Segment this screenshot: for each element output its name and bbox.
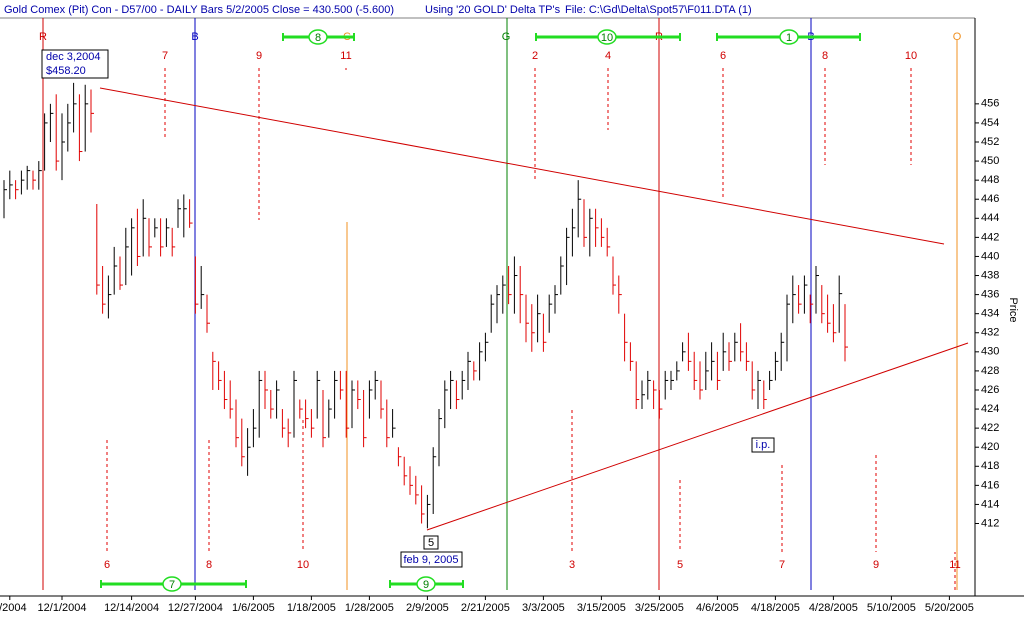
y-tick-label: 414: [981, 498, 999, 510]
bottom-bracket-label: 9: [423, 579, 429, 591]
y-tick-label: 420: [981, 441, 999, 453]
top-count: 11: [340, 50, 351, 62]
wave-label: 5: [428, 537, 434, 549]
bottom-count: 7: [779, 559, 785, 571]
top-bracket-label: 1: [786, 32, 792, 44]
x-tick-label: 2/9/2005: [406, 602, 449, 614]
top-bracket-circle: [597, 29, 617, 45]
y-tick-label: 454: [981, 117, 999, 129]
top-count: 6: [720, 50, 726, 62]
y-tick-label: 450: [981, 155, 999, 167]
top-count: 4: [605, 50, 611, 62]
y-tick-label: 444: [981, 212, 999, 224]
y-tick-label: 456: [981, 98, 999, 110]
y-tick-label: 452: [981, 136, 999, 148]
x-tick-label: 3/3/2005: [522, 602, 565, 614]
top-bracket-circle: [308, 29, 328, 45]
y-tick-label: 426: [981, 384, 999, 396]
x-tick-label: 3/25/2005: [635, 602, 684, 614]
x-tick-label: 5/20/2005: [925, 602, 974, 614]
y-tick-label: 448: [981, 174, 999, 186]
cycle-letter: B: [191, 31, 198, 43]
y-tick-label: 438: [981, 269, 999, 281]
cycle-letter: R: [39, 31, 47, 43]
y-tick-label: 440: [981, 250, 999, 262]
y-tick-label: 446: [981, 193, 999, 205]
y-tick-label: 418: [981, 460, 999, 472]
low-date: feb 9, 2005: [403, 554, 458, 566]
top-count: 10: [905, 50, 917, 62]
x-tick-label: 2/21/2005: [461, 602, 510, 614]
x-tick-label: 1/18/2005: [287, 602, 336, 614]
y-tick-label: 432: [981, 327, 999, 339]
top-bracket-label: 10: [601, 32, 613, 44]
bottom-bracket-label: 7: [169, 579, 175, 591]
trend-line: [426, 342, 969, 531]
x-tick-label: 12/14/2004: [104, 602, 159, 614]
bottom-bracket-circle: [416, 576, 436, 592]
y-tick-label: 428: [981, 365, 999, 377]
header-template: Using '20 GOLD' Delta TP's: [425, 4, 561, 16]
y-axis-label: Price: [1007, 297, 1019, 322]
bottom-count: 10: [297, 559, 309, 571]
header-file: File: C:\Gd\Delta\Spot57\F011.DTA (1): [565, 4, 752, 16]
low-box: [400, 551, 463, 568]
bottom-count: 8: [206, 559, 212, 571]
x-tick-label: 9/2004: [0, 602, 27, 614]
y-tick-label: 424: [981, 403, 999, 415]
y-tick-label: 422: [981, 422, 999, 434]
trend-line: [99, 87, 945, 245]
ip-label: i.p.: [756, 439, 771, 451]
bottom-count: 5: [677, 559, 683, 571]
x-tick-label: 4/28/2005: [809, 602, 858, 614]
x-tick-label: 3/15/2005: [577, 602, 626, 614]
y-tick-label: 416: [981, 479, 999, 491]
y-tick-label: 442: [981, 231, 999, 243]
bottom-count: 3: [569, 559, 575, 571]
top-bracket-circle: [779, 29, 799, 45]
peak-box: [41, 49, 109, 79]
ip-box: [751, 437, 775, 453]
y-tick-label: 434: [981, 308, 999, 320]
x-tick-label: 12/1/2004: [38, 602, 87, 614]
peak-price: $458.20: [46, 65, 86, 77]
bottom-bracket-circle: [162, 576, 182, 592]
cycle-letter: G: [502, 31, 511, 43]
x-tick-label: 12/27/2004: [168, 602, 223, 614]
top-count: 9: [256, 50, 262, 62]
top-count: 2: [532, 50, 538, 62]
bottom-count: 9: [873, 559, 879, 571]
y-tick-label: 430: [981, 346, 999, 358]
header-instrument: Gold Comex (Pit) Con - D57/00 - DAILY Ba…: [4, 4, 394, 16]
x-tick-label: 5/10/2005: [867, 602, 916, 614]
top-bracket-label: 8: [315, 32, 321, 44]
x-tick-label: 4/18/2005: [751, 602, 800, 614]
wave-box: [423, 535, 439, 550]
x-tick-label: 1/28/2005: [345, 602, 394, 614]
bottom-count: 6: [104, 559, 110, 571]
cycle-letter: O: [953, 31, 962, 43]
y-tick-label: 436: [981, 289, 999, 301]
top-count: 7: [162, 50, 168, 62]
x-tick-label: 4/6/2005: [696, 602, 739, 614]
top-count: 8: [822, 50, 828, 62]
y-tick-label: 412: [981, 517, 999, 529]
peak-date: dec 3,2004: [46, 51, 100, 63]
x-tick-label: 1/6/2005: [232, 602, 275, 614]
